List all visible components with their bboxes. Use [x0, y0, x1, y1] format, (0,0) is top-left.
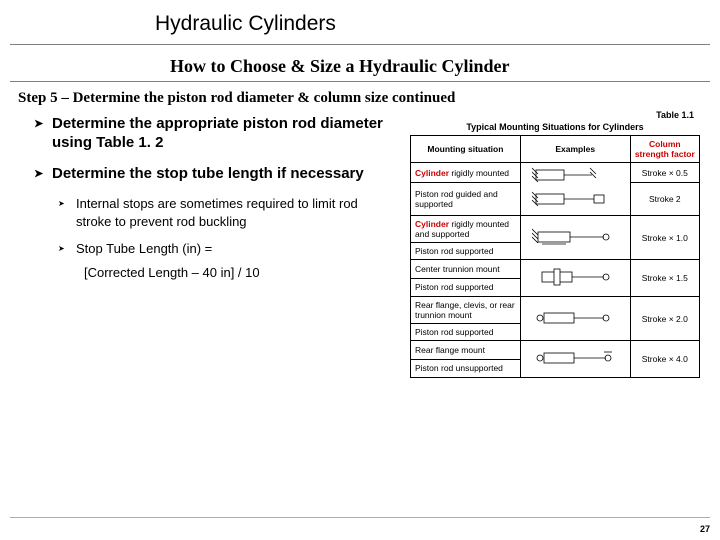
cell-situation: Rear flange, clevis, or rear trunnion mo…: [411, 297, 521, 324]
bullet-2b: ➤ Stop Tube Length (in) = [Corrected Len…: [58, 240, 376, 281]
table-row: Center trunnion mount Stroke × 1.5: [411, 260, 700, 279]
cell-situation: Cylinder rigidly mounted: [411, 163, 521, 183]
cell-situation: Cylinder rigidly mounted and supported: [411, 216, 521, 243]
cell-text: rigidly mounted: [449, 168, 509, 178]
cell-factor: Stroke × 1.0: [630, 216, 699, 260]
col-header-examples: Examples: [520, 136, 630, 163]
cylinder-label: Cylinder: [415, 219, 449, 229]
bullet-2: ➤ Determine the stop tube length if nece…: [34, 165, 394, 184]
step-heading: Step 5 – Determine the piston rod diamet…: [18, 90, 455, 107]
cell-factor: Stroke × 1.5: [630, 260, 699, 297]
table-caption: Table 1.1: [410, 110, 700, 120]
cell-example: [520, 297, 630, 341]
bullet-2a-text: Internal stops are sometimes required to…: [76, 196, 358, 229]
cylinder-diagram-icon: [532, 346, 618, 370]
bullet-list: ➤ Determine the appropriate piston rod d…: [34, 115, 394, 291]
page-number: 27: [700, 524, 710, 534]
subtitle: How to Choose & Size a Hydraulic Cylinde…: [170, 56, 510, 77]
table-row: Cylinder rigidly mounted: [411, 163, 700, 183]
cell-factor: Stroke × 4.0: [630, 341, 699, 378]
bullet-1-text: Determine the appropriate piston rod dia…: [52, 115, 383, 151]
table-row: Rear flange mount Stroke × 4.0: [411, 341, 700, 360]
cylinder-label: Cylinder: [415, 168, 449, 178]
table-figure: Table 1.1 Typical Mounting Situations fo…: [410, 110, 700, 378]
bullet-2b-sub: [Corrected Length – 40 in] / 10: [84, 264, 376, 282]
cell-example: [520, 163, 630, 216]
cell-factor: Stroke 2: [630, 183, 699, 216]
cell-situation: Piston rod guided and supported: [411, 183, 521, 216]
cylinder-diagram-icon: [532, 265, 618, 289]
bullet-2-text: Determine the stop tube length if necess…: [52, 165, 364, 182]
cell-example: [520, 216, 630, 260]
cylinder-diagram-icon: [532, 225, 618, 249]
cell-situation: Rear flange mount: [411, 341, 521, 360]
divider-subtitle: [10, 81, 710, 82]
cell-example: [520, 341, 630, 378]
divider-top: [10, 44, 710, 45]
table-row: Rear flange, clevis, or rear trunnion mo…: [411, 297, 700, 324]
cell-situation: Piston rod supported: [411, 278, 521, 297]
cell-situation: Piston rod supported: [411, 324, 521, 341]
bullet-2b-text: Stop Tube Length (in) =: [76, 241, 212, 256]
table-row: Cylinder rigidly mounted and supported S…: [411, 216, 700, 243]
divider-bottom: [10, 517, 710, 518]
cell-factor: Stroke × 2.0: [630, 297, 699, 341]
cell-situation: Piston rod unsupported: [411, 359, 521, 378]
page-title: Hydraulic Cylinders: [155, 12, 336, 36]
slide: Hydraulic Cylinders How to Choose & Size…: [0, 0, 720, 540]
bullet-2a: ➤ Internal stops are sometimes required …: [58, 195, 376, 230]
triangle-bullet-icon: ➤: [34, 118, 43, 132]
cell-factor: Stroke × 0.5: [630, 163, 699, 183]
col-header-factor: Column strength factor: [630, 136, 699, 163]
cylinder-diagram-icon: [532, 166, 618, 210]
cell-example: [520, 260, 630, 297]
triangle-bullet-icon: ➤: [58, 199, 65, 210]
cylinder-diagram-icon: [532, 306, 618, 330]
triangle-bullet-icon: ➤: [34, 168, 43, 182]
cell-situation: Center trunnion mount: [411, 260, 521, 279]
col-header-situation: Mounting situation: [411, 136, 521, 163]
triangle-bullet-icon: ➤: [58, 244, 65, 255]
table-subcaption: Typical Mounting Situations for Cylinder…: [410, 122, 700, 132]
mounting-table: Mounting situation Examples Column stren…: [410, 135, 700, 378]
table-header-row: Mounting situation Examples Column stren…: [411, 136, 700, 163]
cell-situation: Piston rod supported: [411, 243, 521, 260]
bullet-1: ➤ Determine the appropriate piston rod d…: [34, 115, 394, 153]
